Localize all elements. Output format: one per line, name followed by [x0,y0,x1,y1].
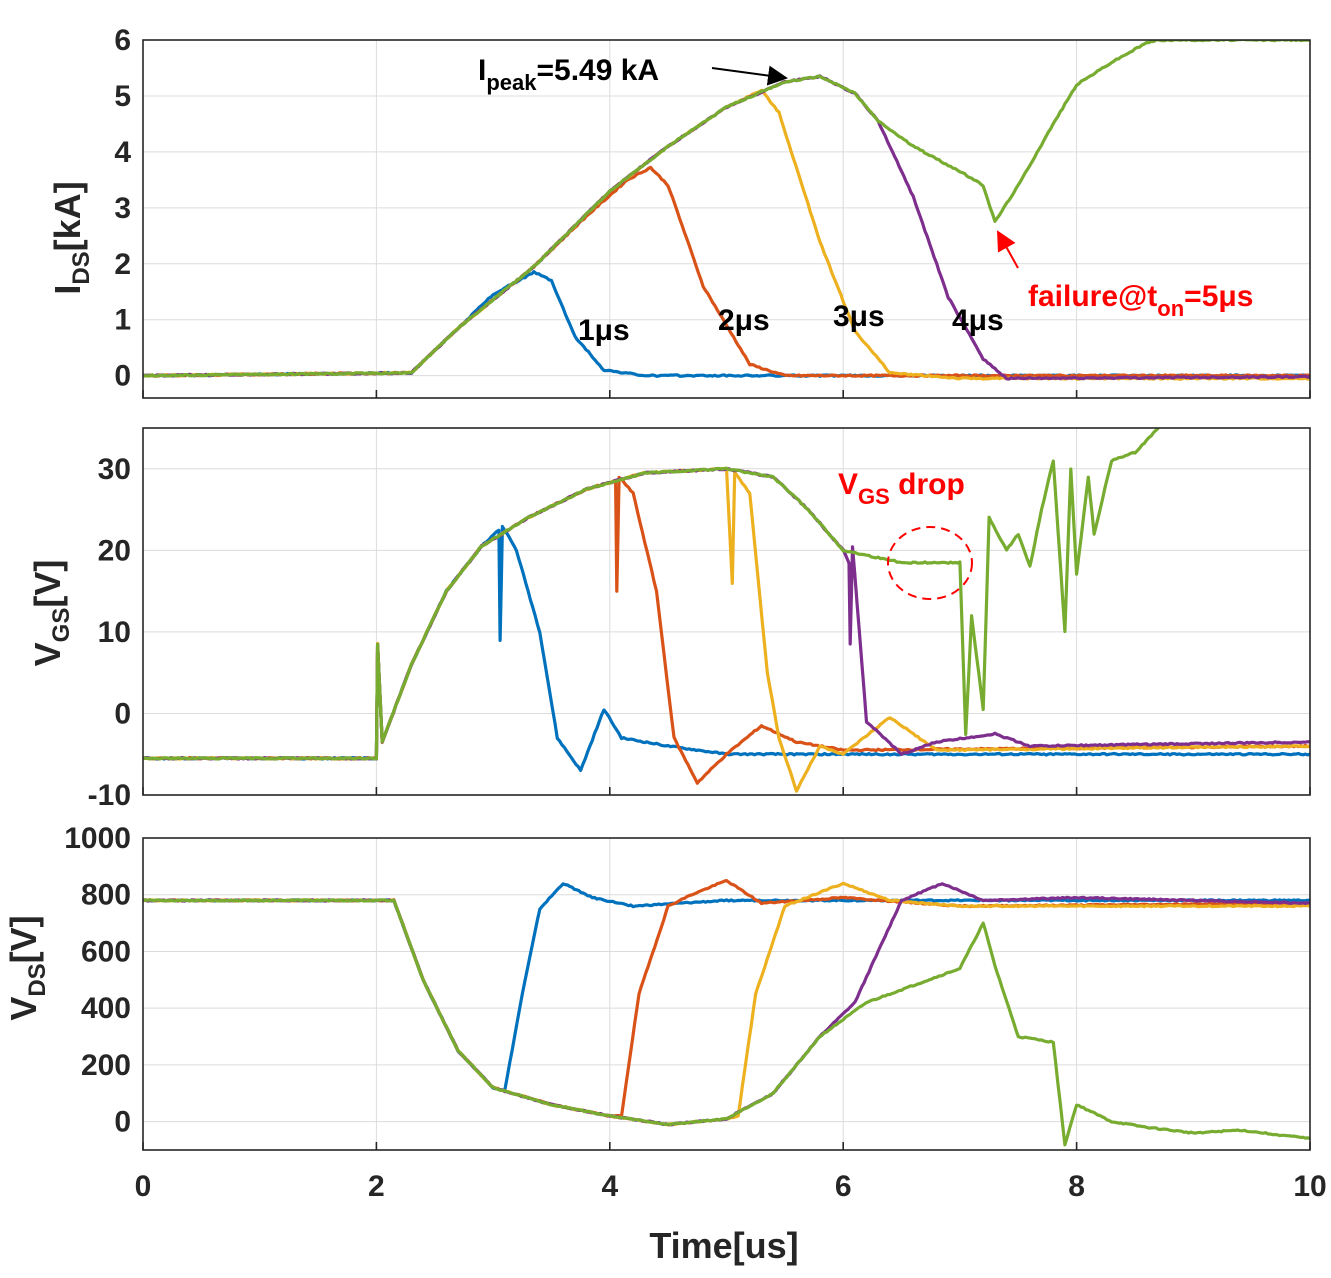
y-tick-label: 2 [114,248,131,281]
frame-layer [142,39,1311,1151]
y-tick-label: 0 [114,360,131,393]
panel-2-series [143,428,1310,793]
series-line-5 [143,898,1310,1147]
vgs-drop-annotation: VGS drop [838,468,965,509]
y-tick-label: 600 [81,935,131,968]
y-tick-label: 200 [81,1049,131,1082]
series-line-2 [143,165,1310,378]
y-tick-label: 1 [114,304,131,337]
panel-3-frame [142,837,1311,1151]
y-tick-label: -10 [88,779,131,812]
y-tick-label: 0 [114,1106,131,1139]
grid-layer [142,39,1311,1150]
ipeak-annotation: Ipeak=5.49 kA [478,54,659,95]
series-line-2 [143,475,1310,785]
series-line-5 [143,40,1310,378]
y-tick-label: 6 [114,24,131,57]
y-tick-label: 1000 [64,822,131,855]
x-tick-label: 6 [835,1170,852,1203]
series-layer [143,40,1310,1147]
y-tick-label: 800 [81,879,131,912]
series-line-4 [143,467,1310,761]
ylabel-vgs: VGS[V] [27,560,75,667]
label-4us: 4μs [952,304,1004,337]
series-line-2 [143,878,1310,1118]
x-tick-label: 10 [1293,1170,1326,1203]
series-line-4 [143,882,1310,1127]
y-tick-label: 5 [114,80,131,113]
label-2us: 2μs [718,304,770,337]
ylabel-ids: IDS[kA] [47,181,95,294]
xlabel-time: Time[us] [649,1225,798,1266]
ylabel-vds: VDS[V] [3,915,51,1020]
panel-1-frame [142,39,1311,399]
label-3us: 3μs [833,300,885,333]
ipeak-arrow [711,65,788,86]
y-tick-label: 30 [98,453,131,486]
label-1us: 1μs [578,314,630,347]
y-tick-label: 4 [114,136,131,169]
x-tick-label: 0 [135,1170,152,1203]
failure-arrow [997,230,1019,269]
panel-1-series [143,40,1310,381]
y-tick-label: 10 [98,616,131,649]
y-tick-label: 3 [114,192,131,225]
tick-label-layer: 0 1 2 3 4 5 6 -10 0 10 20 30 0 200 400 600 800 1000 0 2 4 6 8 1… [64,24,1326,1203]
x-tick-label: 4 [601,1170,618,1203]
y-tick-label: 0 [114,697,131,730]
series-line-1 [143,524,1310,773]
x-tick-label: 8 [1068,1170,1085,1203]
series-line-3 [143,881,1310,1127]
failure-annotation: failure@ton=5μs [1028,280,1253,321]
panel-3-series [143,878,1310,1147]
x-tick-label: 2 [368,1170,385,1203]
y-tick-label: 400 [81,992,131,1025]
y-tick-label: 20 [98,534,131,567]
panel-2-frame [142,427,1311,796]
vgs-drop-highlight [887,526,973,600]
series-line-1 [143,882,1310,1092]
series-line-5 [143,428,1160,761]
